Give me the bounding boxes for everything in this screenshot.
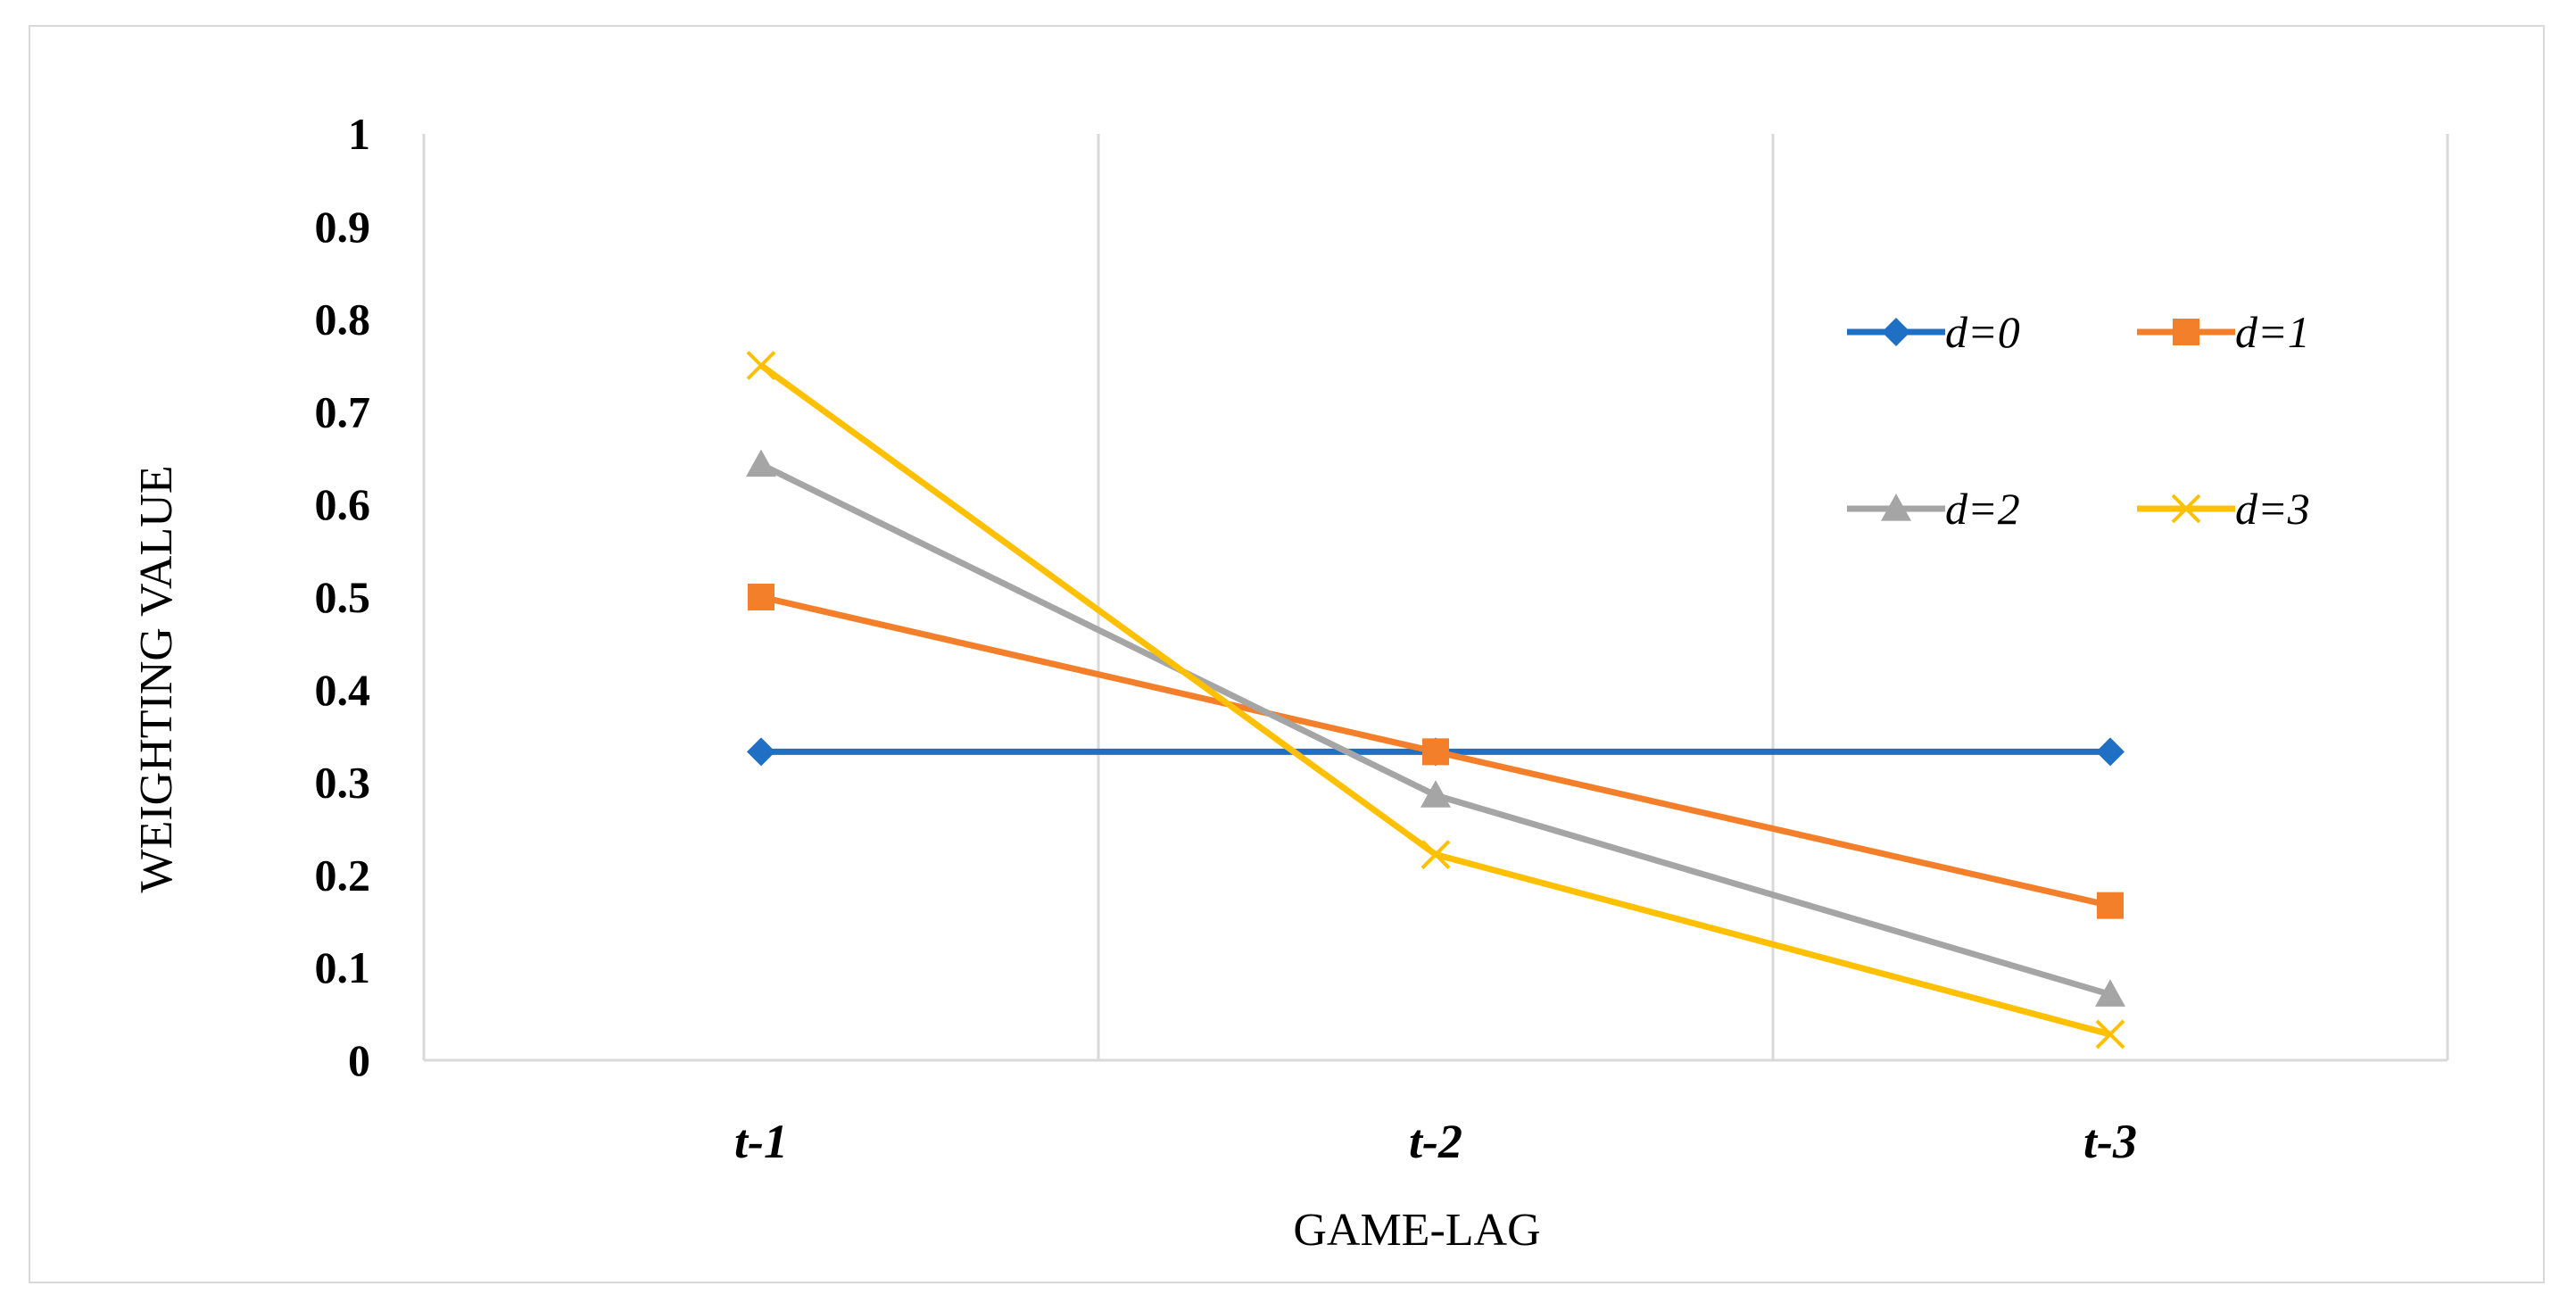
data-point-d=2 [2095,979,2125,1007]
data-point-d=1 [748,584,774,610]
data-point-d=3 [746,351,776,380]
x-tick-label: t-2 [1409,1115,1462,1168]
data-point-d=3 [2095,1019,2125,1050]
y-tick-label: 0.2 [315,850,371,900]
y-tick-label: 0.9 [315,202,371,252]
data-point-d=3 [1421,840,1451,869]
data-point-d=1 [1422,738,1449,766]
y-tick-label: 1 [348,109,370,159]
x-tick-label: t-3 [2083,1115,2137,1168]
y-tick-label: 0.8 [315,295,371,344]
legend-marker-d=1 [2173,319,2199,345]
data-point-d=0 [747,737,775,767]
legend: d=0 d=1 d=2 d=3 [1847,307,2310,534]
x-axis-title: GAME-LAG [1293,1205,1540,1256]
legend-label: d=0 [1945,307,2020,357]
y-axis-title: WEIGHTING VALUE [131,466,182,893]
y-tick-labels: 0 0.1 0.2 0.3 0.4 0.5 0.6 0.7 0.8 0.9 1 [315,109,371,1085]
x-tick-label: t-1 [734,1115,788,1168]
data-point-d=0 [2096,737,2125,767]
legend-label: d=1 [2235,307,2310,357]
y-tick-label: 0.5 [315,572,371,622]
y-tick-label: 0.4 [315,665,371,715]
data-point-d=2 [746,449,776,477]
legend-marker-d=2 [1881,494,1911,521]
legend-label: d=2 [1945,484,2020,534]
y-tick-label: 0.7 [315,386,371,436]
legend-marker-d=0 [1882,318,1910,346]
y-tick-label: 0 [348,1035,370,1085]
series-line-d=2 [759,461,2111,998]
gridlines [422,134,2449,1062]
series-group [746,351,2125,1050]
chart-frame [29,25,2545,1283]
data-point-d=2 [1421,780,1451,808]
legend-marker-d=3 [2171,494,2201,524]
legend-label: d=3 [2235,484,2310,534]
data-point-d=1 [2097,892,2124,919]
y-tick-label: 0.3 [315,758,371,808]
x-tick-labels: t-1 t-2 t-3 [734,1115,2137,1168]
y-tick-label: 0.1 [315,942,371,992]
y-tick-label: 0.6 [315,479,371,529]
